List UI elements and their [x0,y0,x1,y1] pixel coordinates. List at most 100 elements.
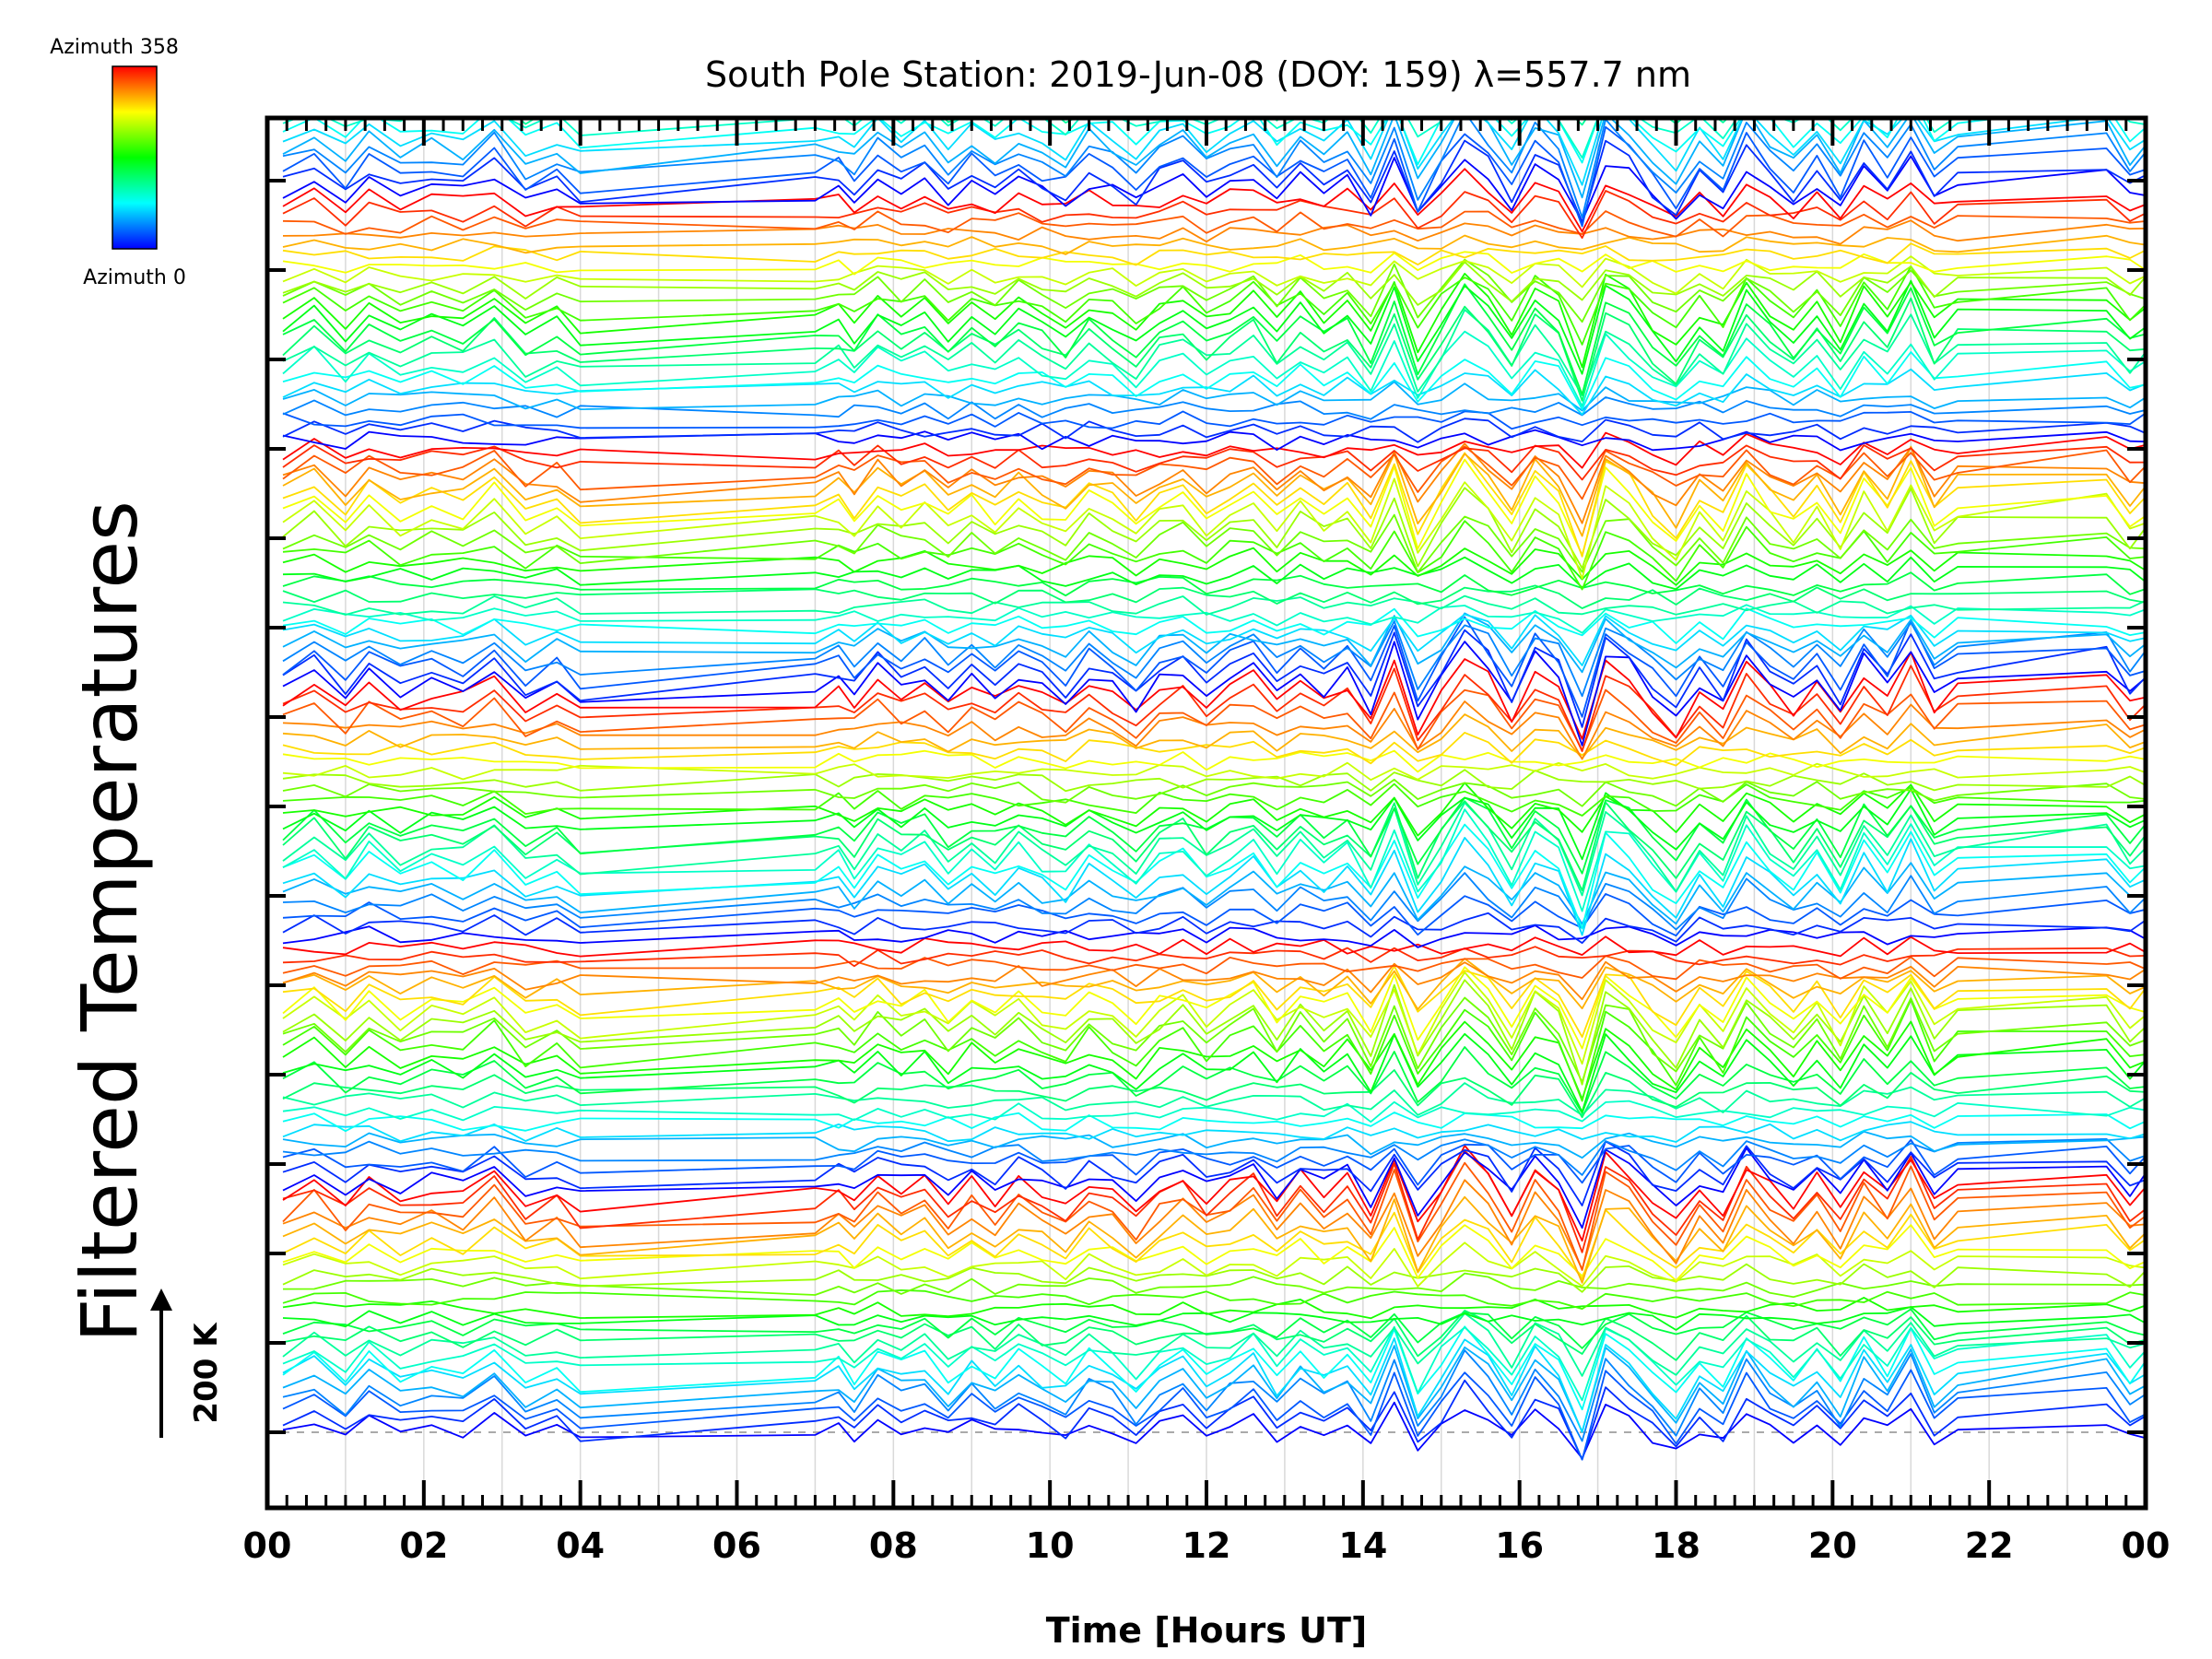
series-line [282,862,2146,925]
series-line [282,272,2146,369]
series-line [282,210,2146,238]
series-line [282,749,2146,773]
series-line [283,0,2146,34]
series-line [282,444,2146,481]
series-line [282,1195,2146,1284]
series-line [282,641,2146,747]
series-line [282,410,2146,430]
legend-bottom-label: Azimuth 0 [83,266,186,289]
series-line [282,613,2146,666]
series-line [282,823,2146,930]
series-line [282,520,2146,591]
series-line [282,445,2146,537]
series-line [282,118,2146,166]
series-line [282,616,2146,718]
series-line [282,139,2146,224]
series-line [282,946,2146,968]
series-line [282,808,2146,912]
legend-top-label: Azimuth 358 [50,36,179,59]
x-tick-label: 14 [1338,1525,1387,1566]
series-line [282,445,2146,500]
x-tick-label: 12 [1182,1525,1231,1566]
series-line [283,0,2146,32]
series-line [282,1138,2146,1186]
series-line [282,258,2146,324]
series-line [282,955,2146,981]
series-line [282,309,2146,397]
series-line [282,458,2146,557]
series-line [282,979,2146,1086]
x-tick-label: 10 [1026,1525,1075,1566]
ticks [265,118,2147,1508]
series-line [282,924,2146,948]
series-line [282,1310,2146,1361]
series-line [283,0,2146,53]
x-tick-label: 04 [556,1525,605,1566]
series-line [282,584,2146,609]
series-line [282,1369,2146,1461]
series-line [282,651,2146,740]
series-line [282,547,2146,586]
series-line [282,1312,2146,1377]
x-tick-label: 00 [243,1525,292,1566]
series-line [282,1069,2146,1119]
series-line [282,1241,2146,1288]
series-line [282,261,2146,306]
series-line [282,999,2146,1102]
series-line [282,782,2146,837]
series-line [282,779,2146,807]
scale-bar: 200 K [150,1288,225,1438]
series-line [282,782,2146,817]
series-line [282,788,2146,861]
y-axis-label: Filtered Temperatures [65,500,155,1343]
series-line [282,761,2146,782]
series-line [282,1147,2146,1230]
series-line [282,620,2146,698]
series-line [282,1046,2146,1114]
x-tick-label: 16 [1495,1525,1544,1566]
series-line [282,1032,2146,1113]
series-line [282,1130,2146,1159]
x-tick-label: 08 [869,1525,918,1566]
series-line [282,665,2146,752]
series-line [282,279,2146,375]
series-line [282,118,2146,186]
x-tick-labels: 00 02 04 06 08 10 12 14 16 18 20 22 00 [243,1525,2171,1566]
series-line [282,1121,2146,1143]
series-line [282,1337,2146,1433]
series-line [282,396,2146,420]
x-tick-label: 02 [399,1525,448,1566]
series-line [282,442,2146,524]
series-line [282,1349,2146,1442]
series-line [282,1208,2146,1280]
scale-bar-label: 200 K [188,1322,225,1424]
x-tick-label: 00 [2122,1525,2171,1566]
series-line [282,381,2146,412]
series-line [282,452,2146,558]
series-line [282,700,2146,760]
x-tick-label: 22 [1965,1525,2014,1566]
x-tick-label: 06 [712,1525,761,1566]
series-line [282,1308,2146,1349]
scale-bar-arrowhead [150,1288,172,1311]
series-line [282,431,2146,469]
series-line [282,1100,2146,1124]
series-line [282,118,2146,218]
series-line [282,168,2146,233]
series-line [282,234,2146,255]
colorbar-legend: Azimuth 358 Azimuth 0 [50,36,186,289]
series-line [282,612,2146,674]
series-line [282,958,2146,1010]
series-line [282,732,2146,767]
series-line [282,796,2146,875]
series-line [283,0,2146,45]
series-line [282,688,2146,751]
series-line [282,971,2146,1065]
series-line [282,1137,2146,1176]
series-line [282,487,2146,570]
series-line [282,1112,2146,1133]
series-line [282,125,2146,228]
series-line [282,351,2146,411]
series-line [282,190,2146,240]
